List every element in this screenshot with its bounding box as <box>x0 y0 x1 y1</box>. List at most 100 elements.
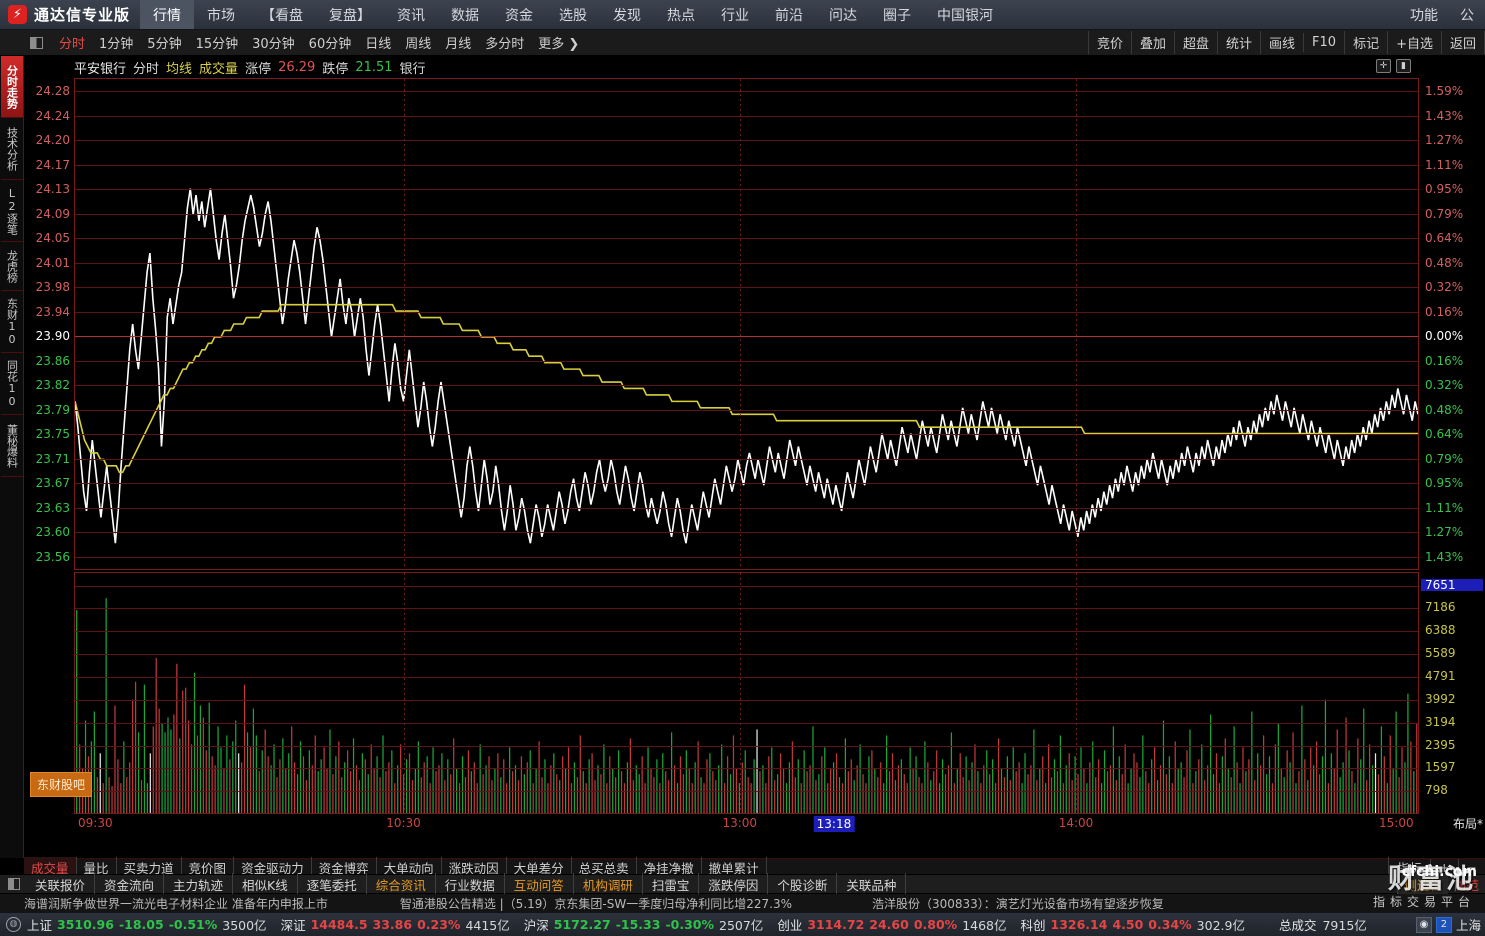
period-button-1[interactable]: 叠加 <box>1130 31 1174 54</box>
pane-toggle-icon[interactable] <box>30 36 43 49</box>
menu-item-14[interactable]: 中国银河 <box>937 7 994 24</box>
function-tab-1[interactable]: 资金流向 <box>95 872 165 896</box>
risk-warning-button[interactable]: 防范 <box>1453 877 1479 893</box>
sidebar-item-6[interactable]: 董秘爆料 <box>1 415 23 477</box>
volume-bar <box>1089 762 1091 813</box>
menu-item-5[interactable]: 数据 <box>451 7 480 24</box>
volume-bar <box>553 753 555 813</box>
sidebar-item-1[interactable]: 技术分析 <box>1 118 23 180</box>
period-item-5[interactable]: 60分钟 <box>308 37 352 52</box>
price-plot[interactable] <box>74 78 1419 570</box>
function-tab-2[interactable]: 主力轨迹 <box>164 872 234 896</box>
menu-item-4[interactable]: 资讯 <box>397 7 426 24</box>
indicator-tab-6[interactable]: 大单动向 <box>377 857 442 878</box>
period-item-4[interactable]: 30分钟 <box>252 37 295 52</box>
status-index-4[interactable]: 科创 1326.14 4.50 0.34% 302.9亿 <box>1021 915 1245 934</box>
period-item-8[interactable]: 月线 <box>445 37 472 52</box>
status-index-3[interactable]: 创业 3114.72 24.60 0.80% 1468亿 <box>777 915 1006 934</box>
indicator-tab-11[interactable]: 撤单累计 <box>702 857 767 878</box>
function-tab-8[interactable]: 机构调研 <box>574 872 643 896</box>
function-tab-9[interactable]: 扫雷宝 <box>643 872 700 896</box>
sidebar-item-0[interactable]: 分时走势 <box>1 56 23 118</box>
volume-bar <box>821 756 823 813</box>
menu-item-11[interactable]: 前沿 <box>775 7 804 24</box>
indicator-tab-2[interactable]: 买卖力道 <box>117 857 182 878</box>
indicator-tab-5[interactable]: 资金博弈 <box>312 857 377 878</box>
function-tab-7[interactable]: 互动问答 <box>505 872 574 896</box>
menu-item-12[interactable]: 问达 <box>829 7 858 24</box>
function-tab-11[interactable]: 个股诊断 <box>768 872 838 896</box>
period-button-0[interactable]: 竞价 <box>1087 31 1131 54</box>
sidebar-item-3[interactable]: 龙虎榜 <box>1 242 23 291</box>
period-item-10[interactable]: 更多 ❯ <box>538 37 580 52</box>
menu-item-9[interactable]: 热点 <box>667 7 696 24</box>
indicator-tab-8[interactable]: 大单差分 <box>507 857 572 878</box>
period-button-4[interactable]: 画线 <box>1260 31 1303 54</box>
indicator-control-1[interactable]: + <box>1430 859 1457 876</box>
period-item-9[interactable]: 多分时 <box>485 37 525 52</box>
sidebar-item-4[interactable]: 东财10 <box>1 291 23 353</box>
count-badge-2[interactable]: 2 <box>1435 916 1452 933</box>
menu-item-2[interactable]: 【看盘 <box>261 7 304 24</box>
index-pct-1: 0.23% <box>417 917 461 932</box>
function-tab-10[interactable]: 涨跌停因 <box>699 872 769 896</box>
indicator-tab-1[interactable]: 量比 <box>77 857 117 878</box>
period-item-7[interactable]: 周线 <box>405 37 432 52</box>
period-button-8[interactable]: 返回 <box>1440 31 1485 54</box>
guba-badge[interactable]: 东财股吧 <box>30 772 93 797</box>
menu-item-13[interactable]: 圈子 <box>883 7 912 24</box>
indicator-tab-3[interactable]: 竞价图 <box>182 857 235 878</box>
menu-right-item-1[interactable]: 公 <box>1460 7 1474 24</box>
period-button-5[interactable]: F10 <box>1303 33 1344 52</box>
period-item-3[interactable]: 15分钟 <box>195 37 239 52</box>
status-index-0[interactable]: 上证 3510.96 -18.05 -0.51% 3500亿 <box>27 915 267 934</box>
status-index-2[interactable]: 沪深 5172.27 -15.33 -0.30% 2507亿 <box>524 915 764 934</box>
split-pane-icon[interactable]: ▮ <box>1396 59 1411 73</box>
function-tab-12[interactable]: 关联品种 <box>837 872 907 896</box>
menu-item-8[interactable]: 发现 <box>613 7 642 24</box>
function-tab-4[interactable]: 逐笔委托 <box>298 872 367 896</box>
menu-item-6[interactable]: 资金 <box>505 7 534 24</box>
period-item-6[interactable]: 日线 <box>365 37 392 52</box>
menu-item-1[interactable]: 市场 <box>207 7 236 24</box>
indicator-tab-10[interactable]: 净挂净撤 <box>637 857 702 878</box>
sidebar-toggle-button[interactable]: 侧边栏 <box>1397 872 1448 896</box>
signal-icon[interactable]: ◉ <box>1415 916 1432 933</box>
indicator-tab-9[interactable]: 总买总卖 <box>572 857 637 878</box>
layout-button[interactable]: 布局* <box>1452 817 1483 831</box>
panel-toggle-icon[interactable] <box>8 878 20 890</box>
period-button-2[interactable]: 超盘 <box>1173 31 1217 54</box>
indicator-tab-0[interactable]: 成交量 <box>24 857 77 878</box>
function-tab-0[interactable]: 关联报价 <box>26 872 96 896</box>
news-item-1[interactable]: 海谱润斯争做世界一流光电子材料企业 准备年内申报上市 <box>24 896 328 911</box>
menu-right-item-0[interactable]: 功能 <box>1410 7 1438 24</box>
volume-plot[interactable] <box>74 572 1419 814</box>
period-item-2[interactable]: 5分钟 <box>147 37 182 52</box>
menu-item-0[interactable]: 行情 <box>140 0 195 29</box>
function-tab-3[interactable]: 相似K线 <box>233 872 298 896</box>
news-item-2[interactable]: 智通港股公告精选 |（5.19）京东集团-SW一季度归母净利同比增227.3% <box>399 896 792 911</box>
gridline <box>75 385 1418 387</box>
sidebar-item-5[interactable]: 同花10 <box>1 353 23 415</box>
news-item-3[interactable]: 浩洋股份（300833）：演艺灯光设备市场有望逐步恢复 <box>871 896 1164 911</box>
menu-item-7[interactable]: 选股 <box>559 7 588 24</box>
period-button-6[interactable]: 标记 <box>1344 31 1387 54</box>
volume-bar <box>1171 783 1173 813</box>
period-button-7[interactable]: +自选 <box>1387 31 1441 54</box>
function-tab-6[interactable]: 行业数据 <box>436 872 505 896</box>
period-item-0[interactable]: 分时 <box>59 37 86 52</box>
menu-item-3[interactable]: 复盘】 <box>329 7 372 24</box>
globe-icon[interactable]: ◍ <box>6 917 21 932</box>
indicator-control-0[interactable]: 指标 <box>1388 857 1430 878</box>
menu-item-10[interactable]: 行业 <box>721 7 750 24</box>
function-tab-5[interactable]: 综合资讯 <box>367 872 436 896</box>
volume-bar <box>420 777 422 813</box>
sidebar-item-2[interactable]: L2逐笔 <box>1 180 23 242</box>
expand-icon[interactable]: ✛ <box>1376 59 1391 73</box>
indicator-tab-4[interactable]: 资金驱动力 <box>234 857 312 878</box>
indicator-control-2[interactable]: − <box>1457 859 1485 876</box>
period-button-3[interactable]: 统计 <box>1217 31 1260 54</box>
status-index-1[interactable]: 深证 14484.5 33.86 0.23% 4415亿 <box>281 915 510 934</box>
period-item-1[interactable]: 1分钟 <box>99 37 134 52</box>
indicator-tab-7[interactable]: 涨跌动因 <box>442 857 507 878</box>
